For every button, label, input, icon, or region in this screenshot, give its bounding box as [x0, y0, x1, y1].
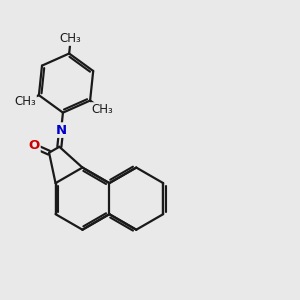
- Text: N: N: [56, 124, 67, 136]
- Text: CH₃: CH₃: [60, 32, 82, 45]
- Text: CH₃: CH₃: [91, 103, 113, 116]
- Text: O: O: [28, 140, 39, 152]
- Text: CH₃: CH₃: [14, 95, 36, 108]
